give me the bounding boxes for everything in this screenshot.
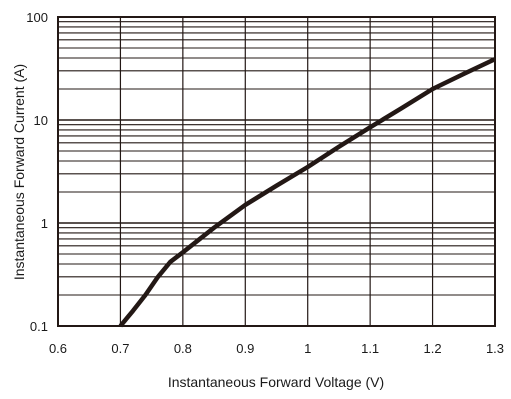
x-tick-label: 0.6 xyxy=(49,341,67,356)
y-axis-label: Instantaneous Forward Current (A) xyxy=(11,64,27,280)
forward-current-curve xyxy=(118,57,496,328)
x-tick-label: 0.7 xyxy=(111,341,129,356)
x-tick-label: 1.1 xyxy=(361,341,379,356)
series-layer xyxy=(118,57,496,328)
x-tick-label: 1.3 xyxy=(486,341,504,356)
x-tick-labels: 0.6 0.7 0.8 0.9 1 1.1 1.2 1.3 xyxy=(49,341,504,356)
x-tick-label: 0.9 xyxy=(236,341,254,356)
x-tick-label: 1 xyxy=(304,341,311,356)
grid xyxy=(57,17,496,327)
x-axis-label: Instantaneous Forward Voltage (V) xyxy=(168,374,384,390)
y-tick-labels: 0.1 1 10 100 xyxy=(26,10,48,334)
y-tick-label: 10 xyxy=(34,113,48,128)
y-tick-label: 0.1 xyxy=(30,319,48,334)
x-tick-label: 1.2 xyxy=(424,341,442,356)
plot-frame xyxy=(57,16,496,327)
x-tick-label: 0.8 xyxy=(174,341,192,356)
y-tick-label: 100 xyxy=(26,10,48,25)
y-tick-label: 1 xyxy=(41,216,48,231)
